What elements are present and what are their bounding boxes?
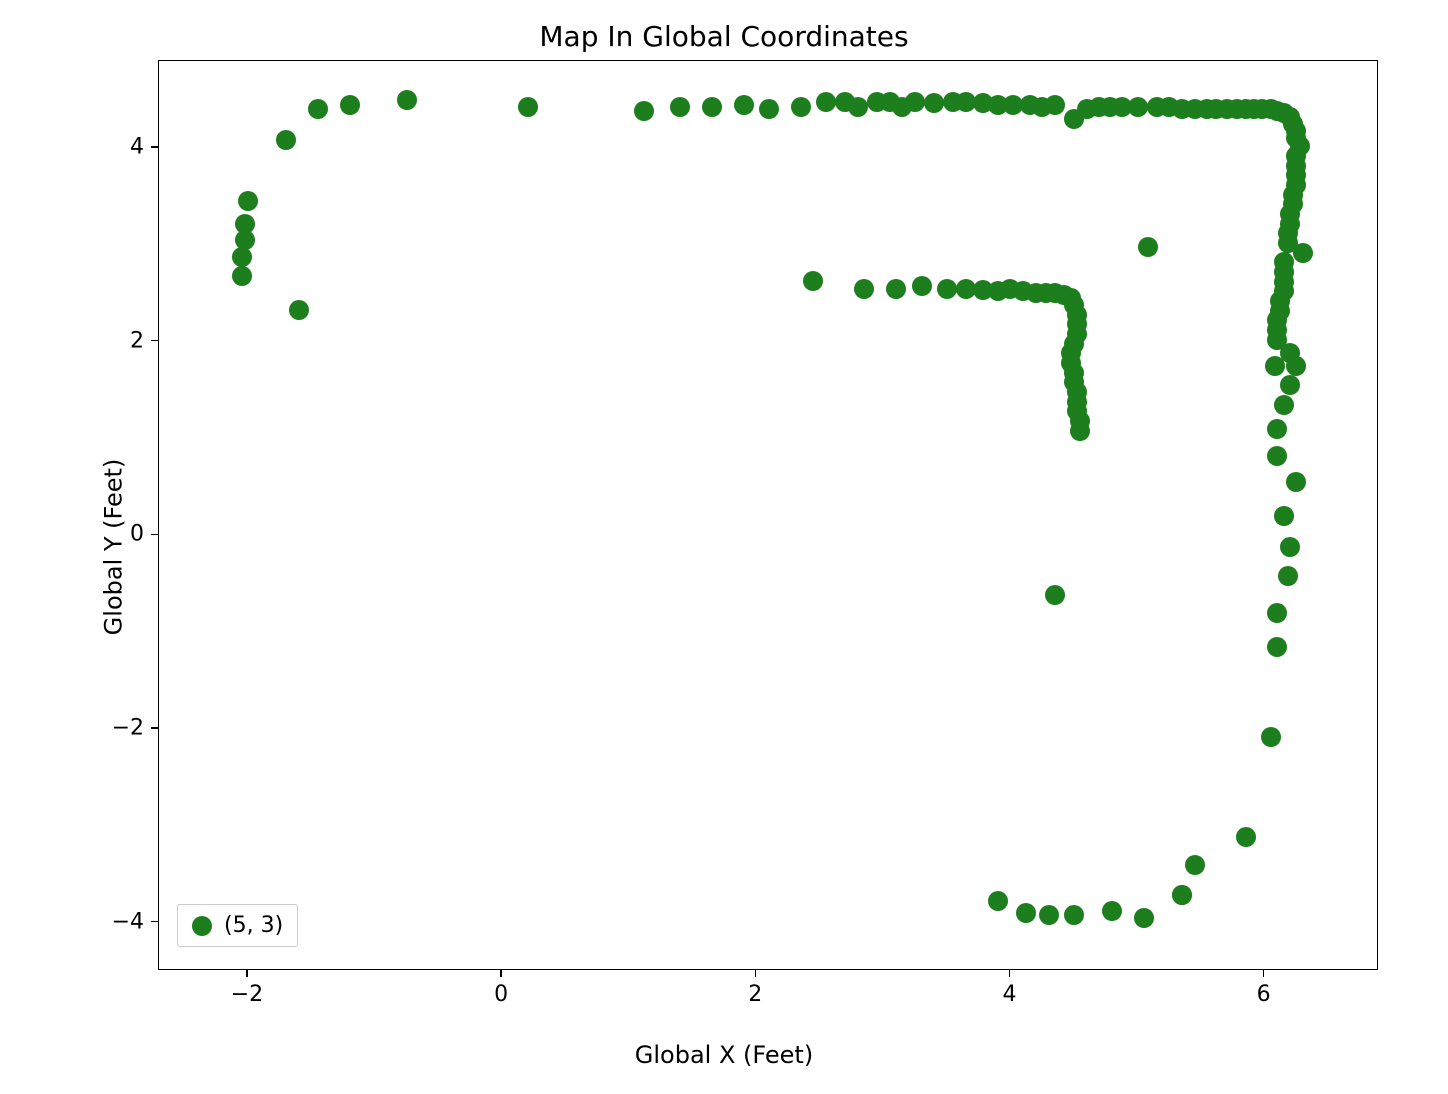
scatter-point <box>988 891 1008 911</box>
x-tick-mark <box>1009 970 1011 977</box>
scatter-point <box>905 92 925 112</box>
y-tick-label: −2 <box>112 715 144 740</box>
scatter-point <box>816 92 836 112</box>
x-tick-mark <box>755 970 757 977</box>
scatter-point <box>1286 356 1306 376</box>
scatter-point <box>1261 727 1281 747</box>
scatter-point <box>1138 237 1158 257</box>
scatter-point <box>1267 603 1287 623</box>
x-tick-mark <box>1263 970 1265 977</box>
scatter-point <box>1278 566 1298 586</box>
legend-label: (5, 3) <box>224 913 283 938</box>
y-tick-label: −4 <box>112 909 144 934</box>
y-axis-label: Global Y (Feet) <box>99 459 127 636</box>
scatter-point <box>289 300 309 320</box>
scatter-point <box>1267 637 1287 657</box>
scatter-point <box>1274 506 1294 526</box>
scatter-point <box>1102 901 1122 921</box>
scatter-point <box>1016 903 1036 923</box>
x-tick-label: 2 <box>748 982 762 1007</box>
x-tick-label: 0 <box>494 982 508 1007</box>
y-tick-mark <box>151 921 158 923</box>
scatter-point <box>1039 905 1059 925</box>
scatter-point <box>1236 827 1256 847</box>
scatter-point <box>1064 905 1084 925</box>
x-axis-label: Global X (Feet) <box>0 1041 1448 1069</box>
scatter-point <box>235 214 255 234</box>
scatter-point <box>397 90 417 110</box>
scatter-point <box>803 271 823 291</box>
scatter-point <box>937 279 957 299</box>
scatter-point <box>759 99 779 119</box>
scatter-point <box>1280 537 1300 557</box>
chart-container: Map In Global Coordinates (5, 3) Global … <box>0 0 1448 1094</box>
y-tick-mark <box>151 534 158 536</box>
y-tick-label: 4 <box>130 135 144 160</box>
chart-title: Map In Global Coordinates <box>0 20 1448 53</box>
x-tick-mark <box>246 970 248 977</box>
scatter-point <box>924 93 944 113</box>
x-tick-label: −2 <box>231 982 263 1007</box>
scatter-point <box>1134 908 1154 928</box>
scatter-point <box>791 97 811 117</box>
x-tick-label: 4 <box>1002 982 1016 1007</box>
x-tick-label: 6 <box>1257 982 1271 1007</box>
scatter-point <box>734 95 754 115</box>
x-tick-mark <box>500 970 502 977</box>
scatter-point <box>1070 421 1090 441</box>
scatter-point <box>238 191 258 211</box>
scatter-point <box>848 97 868 117</box>
scatter-point <box>1185 855 1205 875</box>
y-tick-mark <box>151 340 158 342</box>
scatter-point <box>1045 585 1065 605</box>
scatter-point <box>1293 243 1313 263</box>
y-tick-mark <box>151 146 158 148</box>
legend: (5, 3) <box>177 904 298 947</box>
scatter-point <box>518 97 538 117</box>
scatter-point <box>232 266 252 286</box>
scatter-point <box>1265 356 1285 376</box>
scatter-point <box>912 276 932 296</box>
scatter-point <box>340 95 360 115</box>
scatter-point <box>854 279 874 299</box>
scatter-point <box>308 99 328 119</box>
scatter-point <box>886 279 906 299</box>
scatter-point <box>1172 885 1192 905</box>
scatter-point <box>276 130 296 150</box>
scatter-point <box>1286 472 1306 492</box>
scatter-point <box>1267 419 1287 439</box>
scatter-point <box>670 97 690 117</box>
scatter-point <box>1280 375 1300 395</box>
scatter-point <box>1045 95 1065 115</box>
scatter-point <box>1274 395 1294 415</box>
scatter-point <box>634 101 654 121</box>
y-tick-mark <box>151 727 158 729</box>
scatter-point <box>702 97 722 117</box>
scatter-point <box>1128 97 1148 117</box>
plot-area: (5, 3) <box>158 60 1378 970</box>
y-tick-label: 2 <box>130 328 144 353</box>
scatter-point <box>1267 446 1287 466</box>
y-tick-label: 0 <box>130 522 144 547</box>
legend-marker-icon <box>192 916 212 936</box>
